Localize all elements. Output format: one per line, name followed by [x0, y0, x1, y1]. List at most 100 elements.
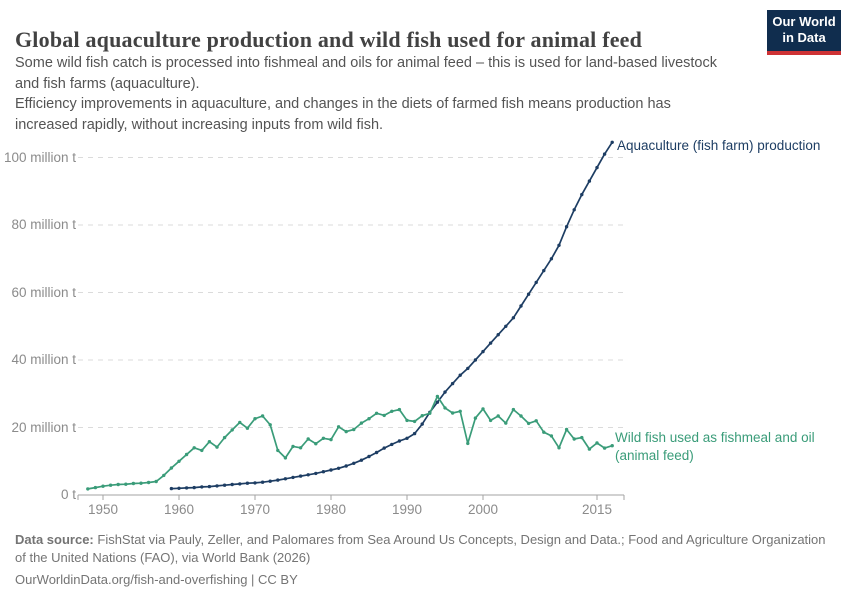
aquaculture-point [238, 482, 242, 486]
aquaculture-point [450, 381, 455, 386]
aquaculture-point [329, 468, 333, 472]
aquaculture-point [169, 486, 174, 491]
wild-fish-fishmeal-point [306, 437, 310, 441]
aquaculture-point [602, 152, 607, 156]
aquaculture-point [534, 280, 538, 285]
wild-fish-fishmeal-point [268, 423, 272, 427]
aquaculture-point [314, 471, 318, 476]
wild-fish-fishmeal-point [534, 419, 538, 423]
wild-fish-fishmeal-point [390, 409, 394, 413]
aquaculture-point [549, 257, 554, 261]
wild-fish-fishmeal-point [245, 426, 250, 430]
aquaculture-point [390, 442, 394, 447]
x-tick-label: 2000 [467, 502, 499, 517]
wild-fish-fishmeal-point [222, 435, 227, 440]
wild-fish-fishmeal-point [526, 421, 531, 426]
y-tick-label: 60 million t [11, 284, 76, 300]
wild-fish-fishmeal-point [504, 421, 508, 425]
wild-fish-fishmeal-point [458, 409, 462, 413]
y-tick-label: 40 million t [11, 352, 76, 367]
wild-fish-fishmeal-point [542, 430, 546, 434]
aquaculture-point [610, 140, 614, 144]
wild-fish-fishmeal-point [367, 417, 371, 421]
aquaculture-point [473, 358, 478, 362]
aquaculture-point [359, 458, 364, 462]
x-tick-label: 1950 [87, 502, 119, 517]
wild-fish-fishmeal-point [435, 394, 440, 399]
aquaculture-point [283, 477, 288, 481]
wild-fish-fishmeal-point [169, 466, 174, 470]
wild-fish-fishmeal-point [101, 484, 105, 488]
y-tick-label: 0 t [60, 487, 76, 502]
wild-fish-fishmeal-point [162, 473, 166, 478]
aquaculture-point [344, 464, 348, 468]
aquaculture-point [207, 484, 212, 489]
wild-fish-fishmeal-point [146, 480, 151, 485]
x-tick-label: 1970 [239, 502, 271, 517]
data-source-text-1: FishStat via Pauly, Zeller, and Palomare… [97, 532, 826, 547]
chart-subtitle: Some wild fish catch is processed into f… [15, 53, 760, 135]
series-label-wild-fish: Wild fish used as fishmeal and oil (anim… [615, 429, 815, 465]
data-source-line-1: Data source: FishStat via Pauly, Zeller,… [15, 531, 835, 549]
wild-fish-fishmeal-point [466, 441, 470, 446]
aquaculture-point [397, 439, 402, 443]
x-tick-label: 1960 [163, 502, 195, 517]
wild-fish-fishmeal-point [321, 436, 326, 440]
aquaculture-point [184, 486, 189, 490]
wild-fish-fishmeal-point [93, 485, 98, 490]
aquaculture-point [580, 192, 584, 197]
wild-fish-fishmeal-point [283, 456, 288, 460]
wild-fish-fishmeal-point [184, 452, 189, 457]
aquaculture-point [382, 446, 386, 450]
wild-fish-fishmeal-line [87, 395, 613, 490]
y-tick-label: 100 million t [3, 149, 76, 165]
wild-fish-fishmeal-point [397, 407, 402, 412]
wild-fish-fishmeal-point [405, 418, 409, 423]
wild-fish-fishmeal-point [488, 418, 493, 423]
wild-fish-fishmeal-point [572, 437, 576, 441]
wild-fish-fishmeal-point [352, 427, 356, 432]
aquaculture-point [298, 474, 303, 478]
aquaculture-point [420, 422, 424, 426]
aquaculture-point [466, 366, 470, 371]
data-source-line-2: of the United Nations (FAO), via World B… [15, 550, 311, 565]
aquaculture-point [222, 483, 227, 487]
subtitle-line-2: and fish farms (aquaculture). [15, 75, 200, 92]
aquaculture-point [488, 341, 493, 345]
wild-fish-fishmeal-point [291, 444, 295, 449]
series-label-wild-fish-line-2: (animal feed) [615, 448, 694, 463]
wild-fish-fishmeal-point [177, 459, 181, 463]
wild-fish-fishmeal-point [587, 447, 592, 451]
aquaculture-point [557, 243, 561, 247]
aquaculture-point [321, 470, 326, 474]
wild-fish-fishmeal-point [443, 406, 447, 410]
wild-fish-fishmeal-point [374, 411, 379, 415]
wild-fish-fishmeal-point [253, 417, 257, 421]
aquaculture-point [367, 454, 371, 459]
wild-fish-fishmeal-point [359, 421, 364, 425]
aquaculture-point [253, 481, 257, 485]
wild-fish-fishmeal-point [549, 434, 554, 438]
aquaculture-point [572, 208, 576, 212]
aquaculture-point [291, 475, 295, 480]
wild-fish-fishmeal-point [412, 419, 417, 424]
aquaculture-point [200, 485, 204, 489]
wild-fish-fishmeal-point [420, 414, 424, 418]
wild-fish-fishmeal-point [511, 407, 516, 412]
aquaculture-point [511, 316, 516, 320]
wild-fish-fishmeal-point [215, 445, 219, 449]
wild-fish-fishmeal-point [557, 446, 561, 450]
aquaculture-point [336, 466, 341, 470]
chart-footer: Data source: FishStat via Pauly, Zeller,… [15, 531, 835, 589]
y-tick-label: 20 million t [11, 419, 76, 435]
aquaculture-point [458, 373, 462, 377]
aquaculture-point [526, 292, 531, 296]
wild-fish-fishmeal-point [124, 482, 128, 486]
wild-fish-fishmeal-point [473, 416, 478, 420]
wild-fish-fishmeal-point [496, 414, 500, 418]
wild-fish-fishmeal-point [192, 446, 196, 450]
series-label-aquaculture: Aquaculture (fish farm) production [617, 138, 821, 153]
aquaculture-point [496, 333, 500, 337]
aquaculture-point [443, 390, 447, 394]
